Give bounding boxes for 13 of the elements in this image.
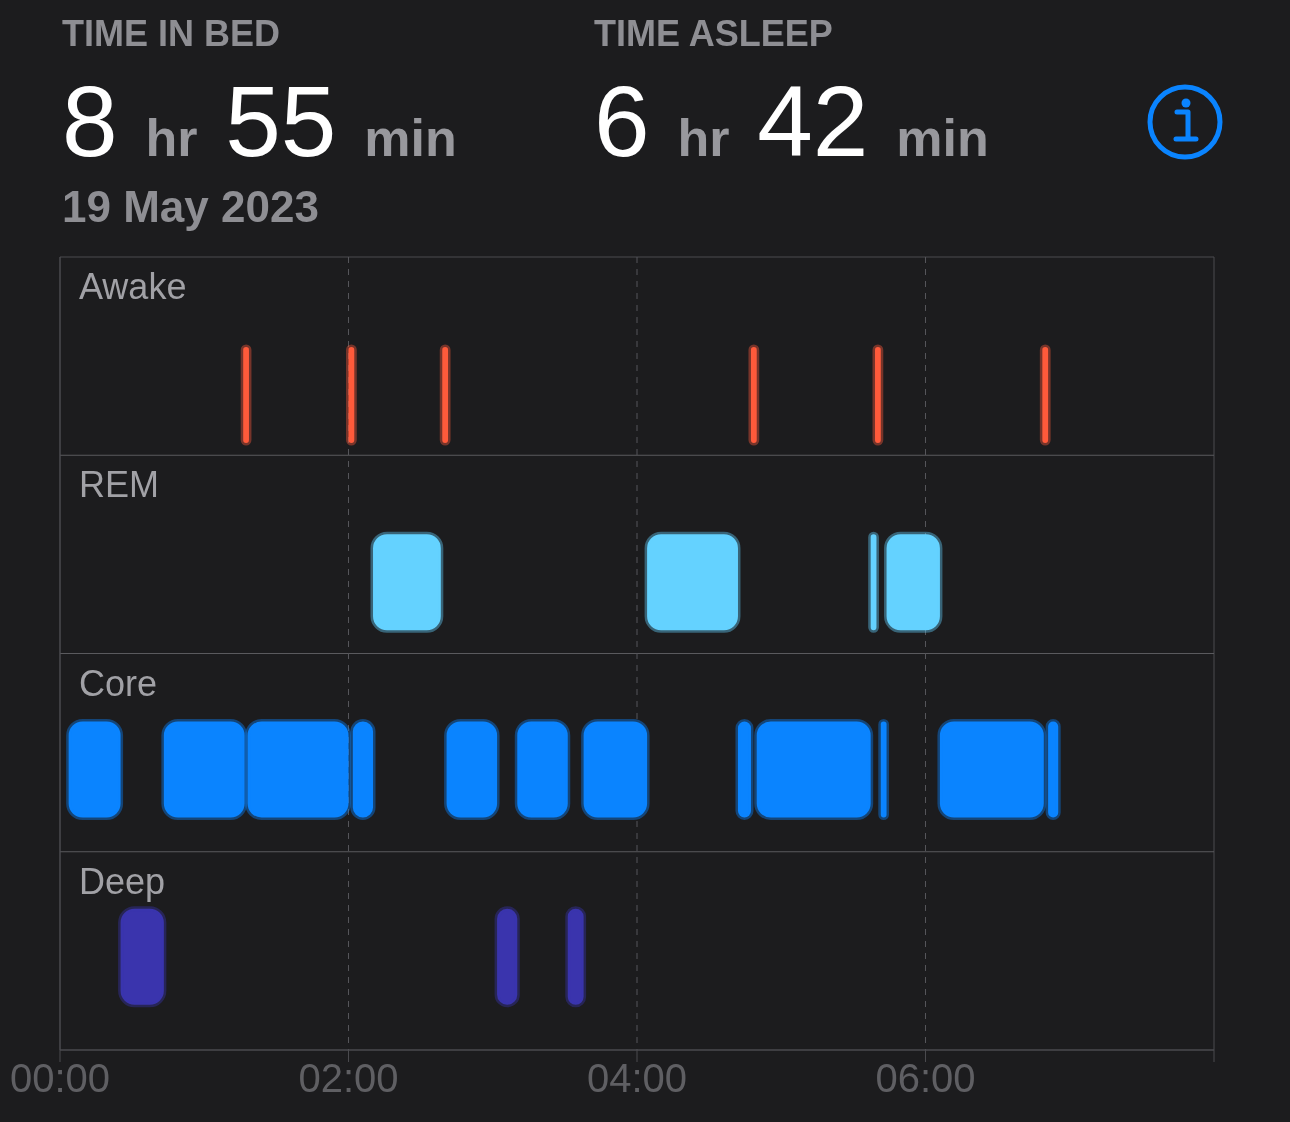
text: 6 hr 42 min	[594, 65, 989, 177]
text: 19 May 2023	[62, 182, 319, 231]
text: 8 hr 55 min	[62, 65, 457, 177]
y-tick-label: Awake	[79, 266, 187, 307]
y-tick-label: Core	[79, 662, 158, 704]
x-tick-label: 02:00	[298, 1056, 399, 1101]
x-tick-label: 04:00	[586, 1056, 688, 1101]
x-tick-label: 06:00	[875, 1056, 976, 1101]
x-tick-label: 00:00	[9, 1056, 111, 1101]
text: TIME IN BED	[62, 13, 281, 54]
text: TIME ASLEEP	[594, 13, 833, 54]
y-tick-label: REM	[79, 464, 159, 506]
y-tick-label: Deep	[79, 860, 166, 902]
